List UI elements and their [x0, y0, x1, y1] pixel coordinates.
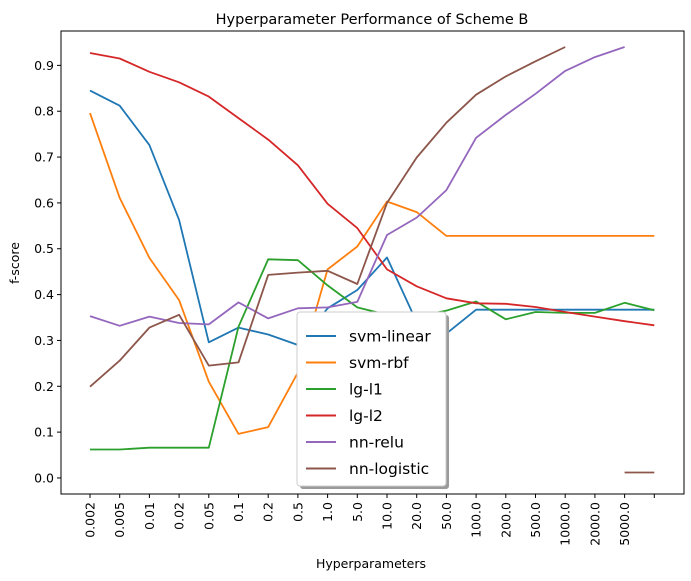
x-tick-label: 0.5 [290, 502, 305, 522]
plot-lines [89, 46, 655, 474]
x-tick-label: 0.2 [261, 502, 276, 522]
x-tick-label: 1.0 [320, 502, 335, 522]
series-line-svm-rbf [89, 112, 655, 435]
series-line-svm-linear [89, 89, 655, 346]
legend-label-nn-logistic: nn-logistic [349, 460, 429, 478]
x-tick-label: 5.0 [350, 502, 365, 522]
x-tick-label: 0.1 [231, 502, 246, 522]
y-tick-label: 0.8 [34, 104, 54, 119]
x-tick-label: 0.005 [112, 502, 127, 538]
chart-title: Hyperparameter Performance of Scheme B [216, 12, 529, 28]
x-tick-label: 20.0 [409, 502, 424, 530]
x-axis: 0.002 0.005 0.01 0.02 0.05 0.1 0.2 0.5 1.0 5.0 10.… [83, 494, 655, 546]
y-tick-label: 0.7 [34, 150, 54, 165]
x-tick-label: 2000.0 [587, 502, 602, 546]
x-tick-label: 10.0 [380, 502, 395, 530]
legend-label-lg-l1: lg-l1 [349, 381, 383, 399]
y-tick-label: 0.6 [34, 195, 54, 210]
y-tick-label: 0.1 [34, 425, 54, 440]
x-tick-label: 1000.0 [558, 502, 573, 546]
x-tick-label: 200.0 [498, 502, 513, 538]
legend-label-lg-l2: lg-l2 [349, 407, 383, 425]
legend: svm-linear svm-rbf lg-l1 lg-l2 nn-relu nn-log… [296, 311, 449, 489]
x-tick-label: 500.0 [528, 502, 543, 538]
x-tick-label: 5000.0 [617, 502, 632, 546]
legend-label-nn-relu: nn-relu [349, 434, 404, 452]
y-tick-label: 0.5 [34, 241, 54, 256]
x-tick-label: 0.05 [201, 502, 216, 530]
legend-label-svm-linear: svm-linear [349, 328, 431, 346]
series-line-nn-logistic [89, 46, 655, 474]
y-tick-label: 0.3 [34, 333, 54, 348]
y-tick-label: 0.2 [34, 379, 54, 394]
x-tick-label: 50.0 [439, 502, 454, 530]
plot-frame [60, 30, 685, 495]
x-tick-label: 0.01 [142, 502, 157, 530]
y-axis-label: f-score [7, 242, 22, 284]
y-tick-label: 0.4 [34, 287, 54, 302]
x-tick-label: 0.02 [172, 502, 187, 530]
x-axis-label: Hyperparameters [316, 556, 426, 571]
series-line-nn-relu [89, 46, 625, 327]
y-tick-label: 0.9 [34, 58, 54, 73]
x-tick-label: 0.002 [83, 502, 98, 538]
series-line-lg-l2 [89, 52, 655, 327]
x-tick-label: 100.0 [469, 502, 484, 538]
y-axis: 0.0 0.1 0.2 0.3 0.4 0.5 0.6 0.7 0.8 0.9 [34, 58, 61, 485]
series-line-lg-l1 [90, 258, 655, 451]
legend-label-svm-rbf: svm-rbf [349, 354, 409, 372]
y-tick-label: 0.0 [34, 470, 54, 485]
